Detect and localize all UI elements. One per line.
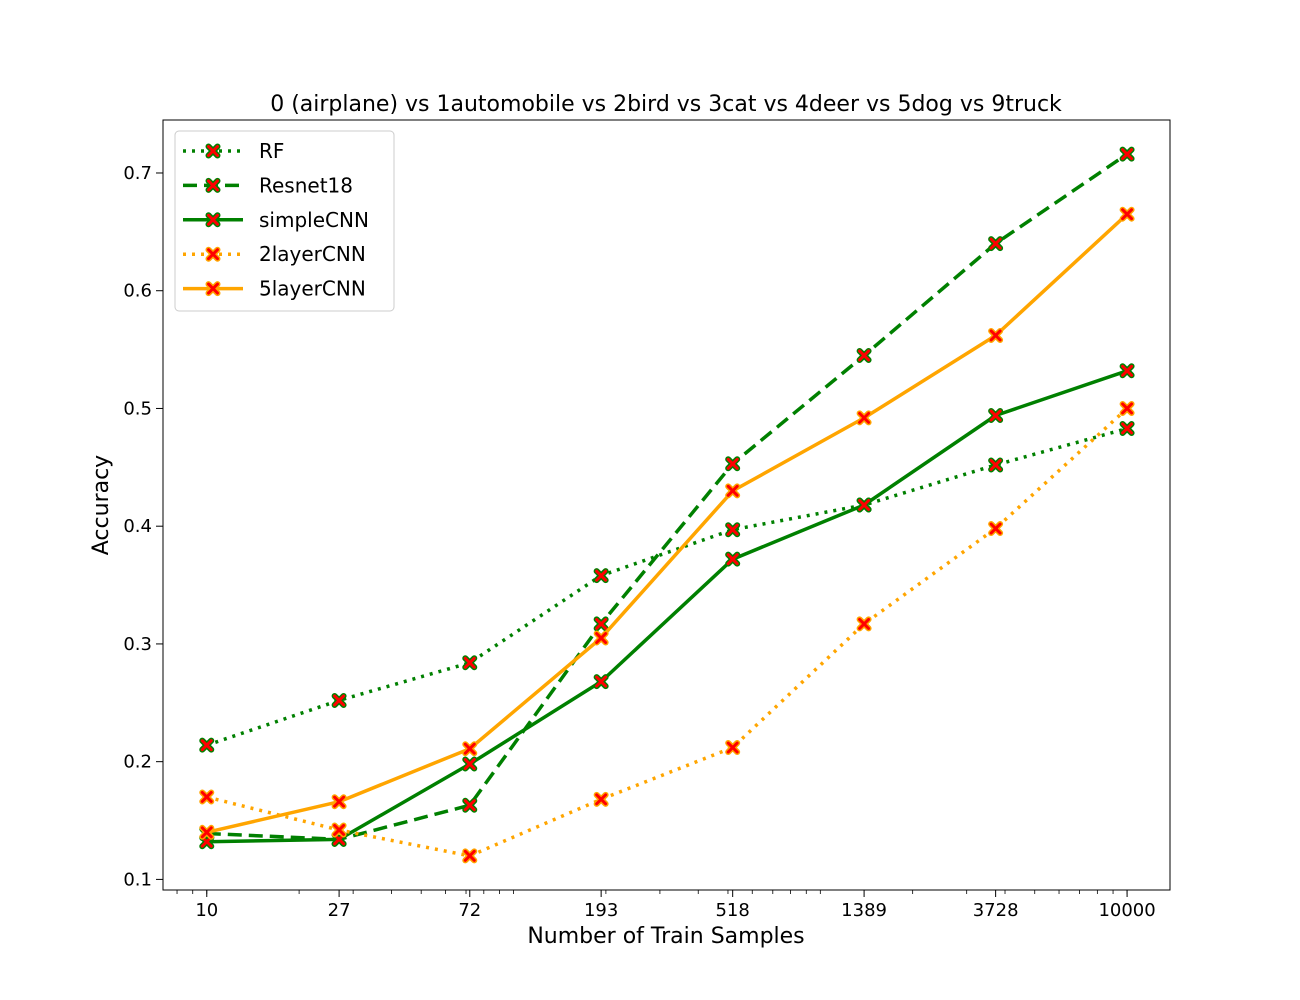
data-point-rf xyxy=(462,655,478,671)
legend-label-5layercnn: 5layerCNN xyxy=(259,277,366,301)
data-point-2layercnn xyxy=(199,789,215,805)
data-point-resnet18 xyxy=(1119,146,1135,162)
data-point-resnet18 xyxy=(462,797,478,813)
data-point-resnet18 xyxy=(856,347,872,363)
plot-area xyxy=(199,146,1135,864)
legend-box xyxy=(174,130,395,312)
data-point-2layercnn xyxy=(988,521,1004,537)
y-tick-label: 0.3 xyxy=(123,634,152,655)
y-tick-label: 0.1 xyxy=(123,869,152,890)
x-tick-label: 193 xyxy=(584,900,618,921)
data-point-simplecnn xyxy=(856,497,872,513)
data-point-2layercnn xyxy=(331,822,347,838)
data-point-5layercnn xyxy=(462,741,478,757)
data-point-rf xyxy=(725,522,741,538)
data-point-5layercnn xyxy=(593,630,609,646)
data-point-resnet18 xyxy=(725,456,741,472)
data-point-simplecnn xyxy=(1119,363,1135,379)
x-tick-label: 72 xyxy=(458,900,481,921)
data-point-simplecnn xyxy=(725,551,741,567)
series-line-simplecnn xyxy=(206,369,1128,844)
legend-label-rf: RF xyxy=(259,139,284,163)
data-point-2layercnn xyxy=(856,616,872,632)
legend-label-resnet18: Resnet18 xyxy=(259,173,353,197)
x-axis: 10 27 72 193 518 1389 3728 10000 xyxy=(176,890,1156,921)
x-axis-label: Number of Train Samples xyxy=(527,924,804,949)
series-line-rf xyxy=(206,426,1128,747)
x-tick-label: 1389 xyxy=(841,900,887,921)
y-tick-label: 0.6 xyxy=(123,281,152,302)
series-line-resnet18 xyxy=(206,152,1129,842)
series-line-5layercnn xyxy=(206,212,1129,835)
data-point-rf xyxy=(593,568,609,584)
y-tick-label: 0.7 xyxy=(123,163,152,184)
legend-marker-simplecnn xyxy=(205,212,221,228)
legend-label-2layercnn: 2layerCNN xyxy=(259,242,366,266)
data-point-rf xyxy=(988,457,1004,473)
data-point-5layercnn xyxy=(199,824,215,840)
data-point-resnet18 xyxy=(593,616,609,632)
legend-marker-rf xyxy=(205,143,221,159)
data-point-rf xyxy=(1119,420,1135,436)
y-axis: 0.1 0.2 0.3 0.4 0.5 0.6 0.7 xyxy=(123,163,163,890)
x-tick-label: 10000 xyxy=(1098,900,1155,921)
legend-label-simplecnn: simpleCNN xyxy=(259,208,369,232)
series-line-2layercnn xyxy=(206,407,1129,858)
y-tick-label: 0.5 xyxy=(123,398,152,419)
data-point-2layercnn xyxy=(725,740,741,756)
legend: RF Resnet18 simpleCNN 2layerCNN 5layerCNN xyxy=(174,130,395,312)
data-point-rf xyxy=(331,692,347,708)
y-axis-label: Accuracy xyxy=(89,455,114,555)
data-point-simplecnn xyxy=(988,408,1004,424)
data-point-5layercnn xyxy=(331,794,347,810)
plot-frame xyxy=(162,119,1171,891)
data-point-simplecnn xyxy=(593,674,609,690)
data-point-2layercnn xyxy=(593,791,609,807)
x-tick-label: 3728 xyxy=(973,900,1019,921)
data-point-2layercnn xyxy=(462,848,478,864)
chart-title: 0 (airplane) vs 1automobile vs 2bird vs … xyxy=(270,92,1062,117)
legend-marker-5layercnn xyxy=(205,281,221,297)
data-point-5layercnn xyxy=(725,483,741,499)
y-tick-label: 0.2 xyxy=(123,752,152,773)
data-point-5layercnn xyxy=(988,327,1004,343)
data-point-5layercnn xyxy=(1119,206,1135,222)
data-point-rf xyxy=(199,737,215,753)
data-point-simplecnn xyxy=(462,756,478,772)
data-point-5layercnn xyxy=(856,410,872,426)
x-tick-label: 518 xyxy=(715,900,749,921)
x-tick-label: 10 xyxy=(195,900,218,921)
data-point-2layercnn xyxy=(1119,400,1135,416)
x-tick-label: 27 xyxy=(328,900,351,921)
data-point-resnet18 xyxy=(988,236,1004,252)
y-tick-label: 0.4 xyxy=(123,516,152,537)
legend-marker-resnet18 xyxy=(205,177,221,193)
legend-marker-2layercnn xyxy=(205,246,221,262)
